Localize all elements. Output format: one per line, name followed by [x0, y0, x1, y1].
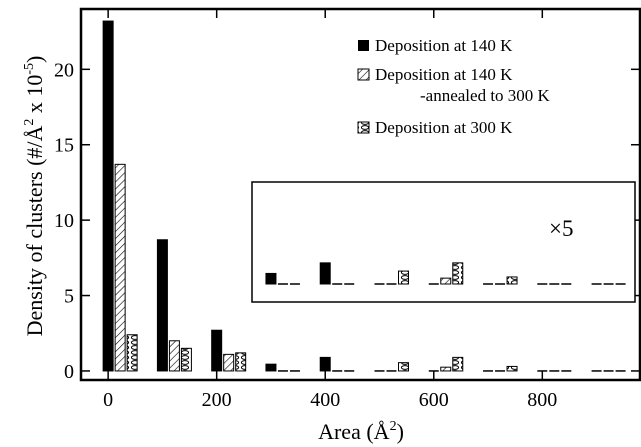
bar-solid-100 [156, 239, 168, 372]
legend-swatch-solid [358, 40, 369, 51]
bar-circles-600 [452, 356, 464, 372]
legend-item-0: Deposition at 140 K [358, 36, 513, 55]
bar-circles-0 [126, 334, 138, 372]
x-tick-label-400: 400 [310, 389, 340, 411]
y-tick-label-0: 0 [64, 361, 74, 383]
plot-frame [79, 7, 641, 382]
legend-item-1: Deposition at 140 K -annealed to 300 K [357, 65, 551, 105]
inset-bar-solid-400 [319, 262, 331, 285]
legend-label-1-line2: -annealed to 300 K [420, 86, 551, 105]
inset-bar-solid-300 [265, 272, 277, 285]
bar-circles-100 [180, 347, 192, 372]
legend-label-2: Deposition at 300 K [375, 118, 513, 137]
y-axis-title: Density of clusters (#/Å2 x 10-5) [22, 56, 47, 337]
legend-swatch-hatch [357, 68, 370, 81]
legend: Deposition at 140 K Deposition at 140 K … [357, 36, 551, 137]
bar-solid-0 [102, 20, 114, 372]
y-tick-label-15: 15 [54, 135, 74, 157]
y-tick-label-10: 10 [54, 210, 74, 232]
legend-label-0: Deposition at 140 K [375, 36, 513, 55]
x-tick-label-0: 0 [103, 389, 113, 411]
y-tick-label-20: 20 [54, 59, 74, 81]
bars-inset [265, 262, 626, 285]
bar-hatch-100 [168, 340, 180, 372]
bar-solid-300 [265, 363, 277, 372]
inset-bar-circles-700 [506, 276, 518, 285]
inset-bar-circles-600 [452, 262, 464, 285]
bar-circles-200 [235, 352, 247, 372]
legend-label-1: Deposition at 140 K [375, 65, 513, 84]
inset-bar-circles-500 [397, 270, 409, 285]
y-tick-label-5: 5 [64, 286, 74, 308]
bars-main [102, 20, 626, 372]
inset-multiplier-label: ×5 [549, 216, 573, 241]
bar-hatch-0 [114, 163, 126, 372]
x-tick-label-600: 600 [419, 389, 449, 411]
legend-item-2: Deposition at 300 K [357, 118, 513, 137]
bar-hatch-600 [440, 366, 452, 372]
bar-hatch-200 [223, 353, 235, 372]
bar-solid-200 [211, 329, 223, 372]
bar-solid-400 [319, 356, 331, 372]
x-tick-label-200: 200 [202, 389, 232, 411]
legend-swatch-circles [357, 121, 370, 134]
x-axis-title: Area (Å2) [318, 419, 404, 444]
bar-circles-500 [397, 362, 409, 372]
inset-bar-hatch-600 [440, 277, 452, 285]
bar-circles-700 [506, 365, 518, 372]
x-tick-label-800: 800 [527, 389, 557, 411]
